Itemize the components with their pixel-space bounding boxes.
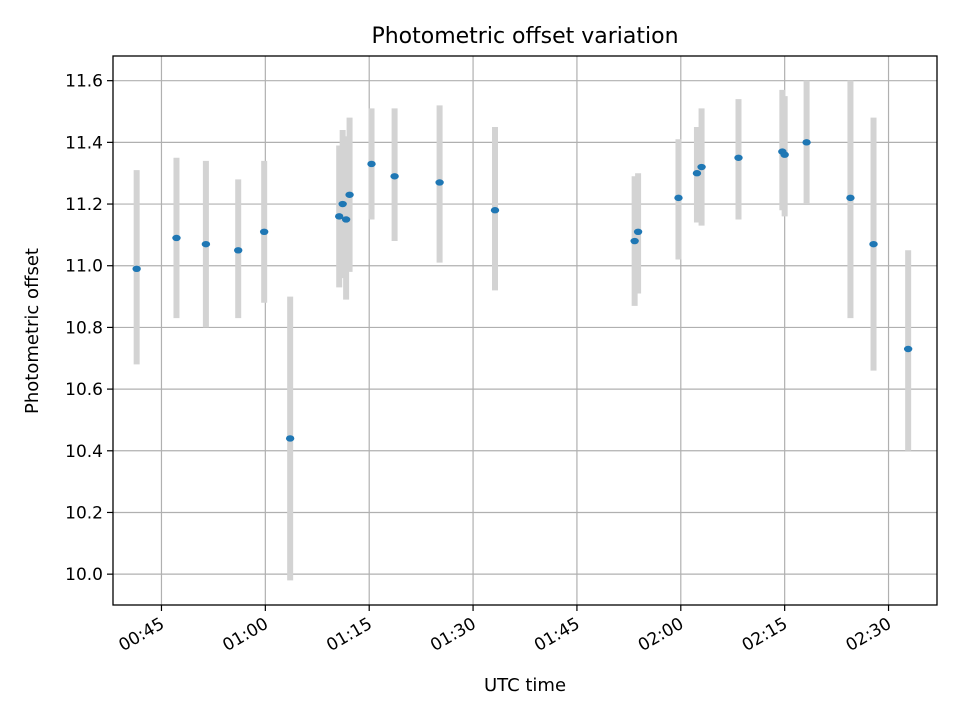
data-point — [234, 247, 243, 254]
data-point — [734, 154, 743, 161]
data-point — [846, 194, 855, 202]
data-point — [338, 200, 347, 208]
data-point — [341, 216, 351, 223]
data-point — [334, 213, 344, 220]
x-tick-label: 02:15 — [739, 614, 791, 656]
data-point — [285, 435, 295, 442]
data-point — [367, 160, 376, 168]
x-tick-label: 01:00 — [219, 614, 271, 656]
y-tick-label: 10.0 — [65, 565, 103, 585]
data-point — [903, 345, 913, 353]
data-point — [692, 170, 702, 177]
y-tick-label: 11.6 — [65, 72, 103, 92]
data-point — [780, 151, 789, 158]
data-point — [633, 228, 643, 236]
y-tick-label: 11.0 — [65, 257, 103, 277]
plot-frame — [112, 55, 938, 606]
data-point — [802, 139, 811, 146]
data-points — [132, 139, 913, 442]
x-tick-label: 01:30 — [427, 614, 479, 656]
y-tick-label: 11.2 — [65, 195, 103, 215]
chart-title: Photometric offset variation — [371, 24, 678, 49]
y-tick-label: 10.4 — [65, 442, 103, 462]
x-tick-label: 02:30 — [843, 614, 895, 656]
x-tick-label: 00:45 — [116, 614, 168, 656]
data-point — [674, 194, 683, 202]
x-tick-label: 01:15 — [323, 614, 375, 656]
axis-ticks: 00:45 01:00 01:15 01:30 01:45 02:00 02:15 02:30… — [65, 72, 895, 656]
data-point — [172, 234, 181, 242]
grid — [113, 56, 937, 605]
x-axis-label: UTC time — [484, 675, 566, 696]
x-tick-label: 02:00 — [635, 614, 687, 656]
data-point — [132, 265, 141, 273]
y-tick-label: 10.8 — [65, 318, 103, 338]
y-axis-label: Photometric offset — [22, 248, 43, 414]
data-point — [345, 191, 354, 198]
data-point — [869, 240, 878, 248]
data-point — [390, 173, 399, 180]
data-point — [490, 207, 500, 214]
data-point — [259, 228, 269, 236]
x-tick-label: 01:45 — [531, 614, 583, 656]
y-tick-label: 10.6 — [65, 380, 103, 400]
data-point — [630, 237, 639, 245]
y-tick-label: 11.4 — [65, 133, 103, 153]
y-tick-label: 10.2 — [65, 503, 103, 523]
data-point — [697, 163, 706, 171]
error-bars — [133, 80, 912, 581]
data-point — [201, 240, 211, 248]
data-point — [435, 179, 444, 186]
